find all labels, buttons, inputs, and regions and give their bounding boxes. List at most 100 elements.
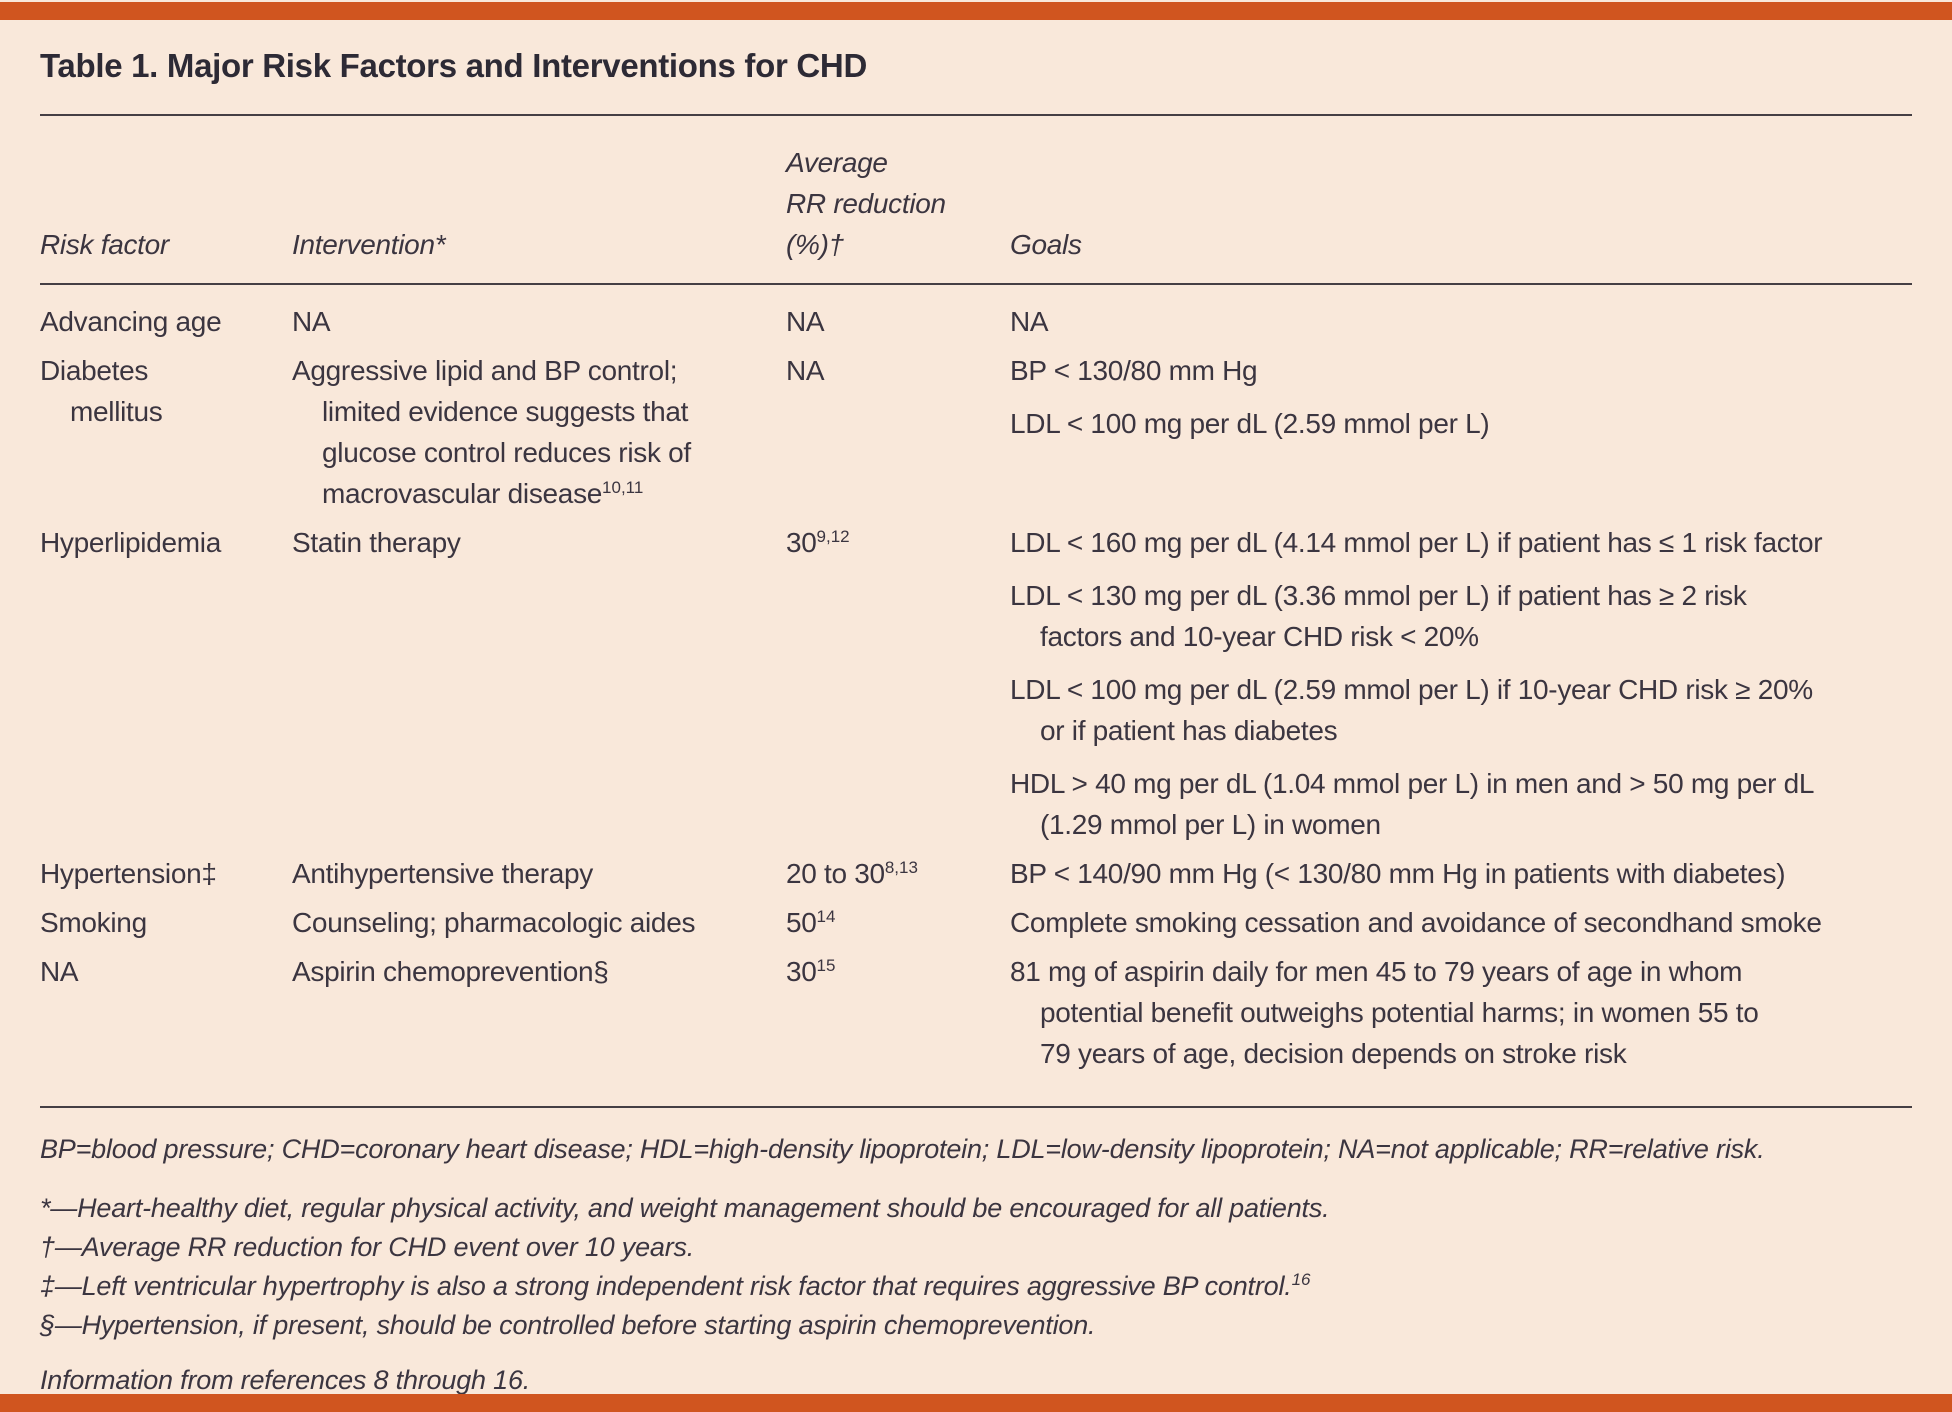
- rr-text: 30: [786, 956, 817, 987]
- table-title: Table 1. Major Risk Factors and Interven…: [40, 47, 867, 84]
- cell-risk-factor: Smoking: [40, 902, 292, 943]
- reference-superscript: 16: [1291, 1270, 1311, 1289]
- rr-value: NA: [786, 350, 996, 391]
- risk-factor-text: mellitus: [70, 396, 163, 427]
- goal-text: LDL < 100 mg per dL (2.59 mmol per L) if…: [1010, 674, 1813, 705]
- cell-rr-reduction: 20 to 308,13: [786, 853, 1010, 894]
- footnote-double-dagger: ‡—Left ventricular hypertrophy is also a…: [40, 1267, 1912, 1306]
- footnotes-section: BP=blood pressure; CHD=coronary heart di…: [40, 1130, 1912, 1400]
- header-risk-factor: Risk factor: [40, 224, 292, 265]
- goal-item: NA: [1010, 301, 1898, 342]
- table-row-aspirin: NA Aspirin chemoprevention§ 3015 81 mg o…: [40, 951, 1912, 1074]
- cell-rr-reduction: NA: [786, 301, 1010, 342]
- intervention-text: NA: [292, 306, 331, 337]
- table-row-diabetes-mellitus: Diabetes mellitus Aggressive lipid and B…: [40, 350, 1912, 514]
- footnote-text: ‡—Left ventricular hypertrophy is also a…: [40, 1271, 1292, 1301]
- header-label: Intervention*: [292, 229, 446, 260]
- goal-text: HDL > 40 mg per dL (1.04 mmol per L) in …: [1010, 768, 1815, 799]
- rr-value: NA: [786, 301, 996, 342]
- reference-superscript: 15: [816, 956, 836, 975]
- rr-value: 20 to 308,13: [786, 853, 996, 894]
- goal-text: 79 years of age, decision depends on str…: [1040, 1038, 1627, 1069]
- cell-intervention: Antihypertensive therapy: [292, 853, 786, 894]
- cell-risk-factor: Hypertension‡: [40, 853, 292, 894]
- goal-text: BP < 130/80 mm Hg: [1010, 355, 1258, 386]
- goal-text: NA: [1010, 306, 1049, 337]
- reference-superscript: 8,13: [884, 858, 918, 877]
- reference-superscript: 14: [816, 907, 836, 926]
- rr-text: 50: [786, 907, 817, 938]
- intervention-text: Aspirin chemoprevention§: [292, 956, 609, 987]
- goal-item: LDL < 130 mg per dL (3.36 mmol per L) if…: [1010, 575, 1898, 657]
- cell-goals: 81 mg of aspirin daily for men 45 to 79 …: [1010, 951, 1912, 1074]
- goal-text: potential benefit outweighs potential ha…: [1040, 997, 1759, 1028]
- intervention-text: Statin therapy: [292, 527, 461, 558]
- intervention-text: limited evidence suggests that: [322, 396, 689, 427]
- title-divider: [40, 114, 1912, 116]
- goal-item: LDL < 100 mg per dL (2.59 mmol per L) if…: [1010, 669, 1898, 751]
- goal-item: 81 mg of aspirin daily for men 45 to 79 …: [1010, 951, 1898, 1074]
- goal-text: LDL < 130 mg per dL (3.36 mmol per L) if…: [1010, 580, 1747, 611]
- cell-intervention: NA: [292, 301, 786, 342]
- header-label: Risk factor: [40, 229, 169, 260]
- cell-rr-reduction: 3015: [786, 951, 1010, 992]
- header-label: Goals: [1010, 229, 1082, 260]
- cell-goals: Complete smoking cessation and avoidance…: [1010, 902, 1912, 943]
- cell-intervention: Counseling; pharmacologic aides: [292, 902, 786, 943]
- cell-intervention: Aspirin chemoprevention§: [292, 951, 786, 992]
- intervention-text: Antihypertensive therapy: [292, 858, 593, 889]
- table-body: Advancing age NA NA NA Diabetes: [40, 285, 1912, 1094]
- risk-factor-text: NA: [40, 956, 79, 987]
- intervention-text-part: macrovascular disease: [322, 478, 603, 509]
- cell-intervention: Aggressive lipid and BP control; limited…: [292, 350, 786, 514]
- cell-goals: NA: [1010, 301, 1912, 342]
- cell-intervention: Statin therapy: [292, 522, 786, 563]
- cell-risk-factor: Advancing age: [40, 301, 292, 342]
- rr-text: 30: [786, 527, 817, 558]
- goal-text: LDL < 160 mg per dL (4.14 mmol per L) if…: [1010, 527, 1823, 558]
- intervention-text: Aggressive lipid and BP control;: [292, 355, 678, 386]
- goal-text: 81 mg of aspirin daily for men 45 to 79 …: [1010, 956, 1743, 987]
- intervention-text: Counseling; pharmacologic aides: [292, 907, 696, 938]
- risk-factor-text: Advancing age: [40, 306, 222, 337]
- cell-goals: LDL < 160 mg per dL (4.14 mmol per L) if…: [1010, 522, 1912, 845]
- goal-item: BP < 130/80 mm Hg: [1010, 350, 1898, 391]
- cell-risk-factor: Diabetes mellitus: [40, 350, 292, 432]
- risk-factor-text: Hypertension‡: [40, 858, 217, 889]
- cell-goals: BP < 140/90 mm Hg (< 130/80 mm Hg in pat…: [1010, 853, 1912, 894]
- header-label-line: Average: [786, 147, 888, 178]
- top-accent-bar: [0, 2, 1952, 20]
- risk-factor-text: Hyperlipidemia: [40, 527, 221, 558]
- goal-text: Complete smoking cessation and avoidance…: [1010, 907, 1822, 938]
- footnote-dagger: †—Average RR reduction for CHD event ove…: [40, 1232, 695, 1262]
- header-label-line: RR reduction: [786, 188, 946, 219]
- intervention-text: macrovascular disease10,11: [292, 473, 772, 514]
- rr-value: 3015: [786, 951, 996, 992]
- footnote-section-mark: §—Hypertension, if present, should be co…: [40, 1310, 1096, 1340]
- risk-factor-text: Smoking: [40, 907, 147, 938]
- header-rr-reduction: Average RR reduction (%)†: [786, 142, 1010, 265]
- goal-text: (1.29 mmol per L) in women: [1040, 809, 1381, 840]
- rr-text: NA: [786, 355, 825, 386]
- footnote-source: Information from references 8 through 16…: [40, 1365, 531, 1395]
- footnote-asterisk: *—Heart-healthy diet, regular physical a…: [40, 1193, 1330, 1223]
- table-content: Table 1. Major Risk Factors and Interven…: [0, 20, 1952, 1400]
- goal-text: LDL < 100 mg per dL (2.59 mmol per L): [1010, 408, 1490, 439]
- goal-text: factors and 10-year CHD risk < 20%: [1040, 621, 1479, 652]
- goal-item: LDL < 160 mg per dL (4.14 mmol per L) if…: [1010, 522, 1898, 563]
- rr-text: NA: [786, 306, 825, 337]
- reference-superscript: 10,11: [602, 478, 644, 497]
- header-goals: Goals: [1010, 224, 1912, 265]
- cell-goals: BP < 130/80 mm Hg LDL < 100 mg per dL (2…: [1010, 350, 1912, 444]
- rr-value: 309,12: [786, 522, 996, 563]
- intervention-text: glucose control reduces risk of: [322, 437, 691, 468]
- bottom-accent-bar: [0, 1394, 1952, 1412]
- table-header-row: Risk factor Intervention* Average RR red…: [40, 116, 1912, 265]
- cell-risk-factor: Hyperlipidemia: [40, 522, 292, 563]
- header-label-line: (%)†: [786, 229, 844, 260]
- goal-item: BP < 140/90 mm Hg (< 130/80 mm Hg in pat…: [1010, 853, 1898, 894]
- goal-text: BP < 140/90 mm Hg (< 130/80 mm Hg in pat…: [1010, 858, 1786, 889]
- reference-superscript: 9,12: [816, 527, 850, 546]
- goal-item: LDL < 100 mg per dL (2.59 mmol per L): [1010, 403, 1898, 444]
